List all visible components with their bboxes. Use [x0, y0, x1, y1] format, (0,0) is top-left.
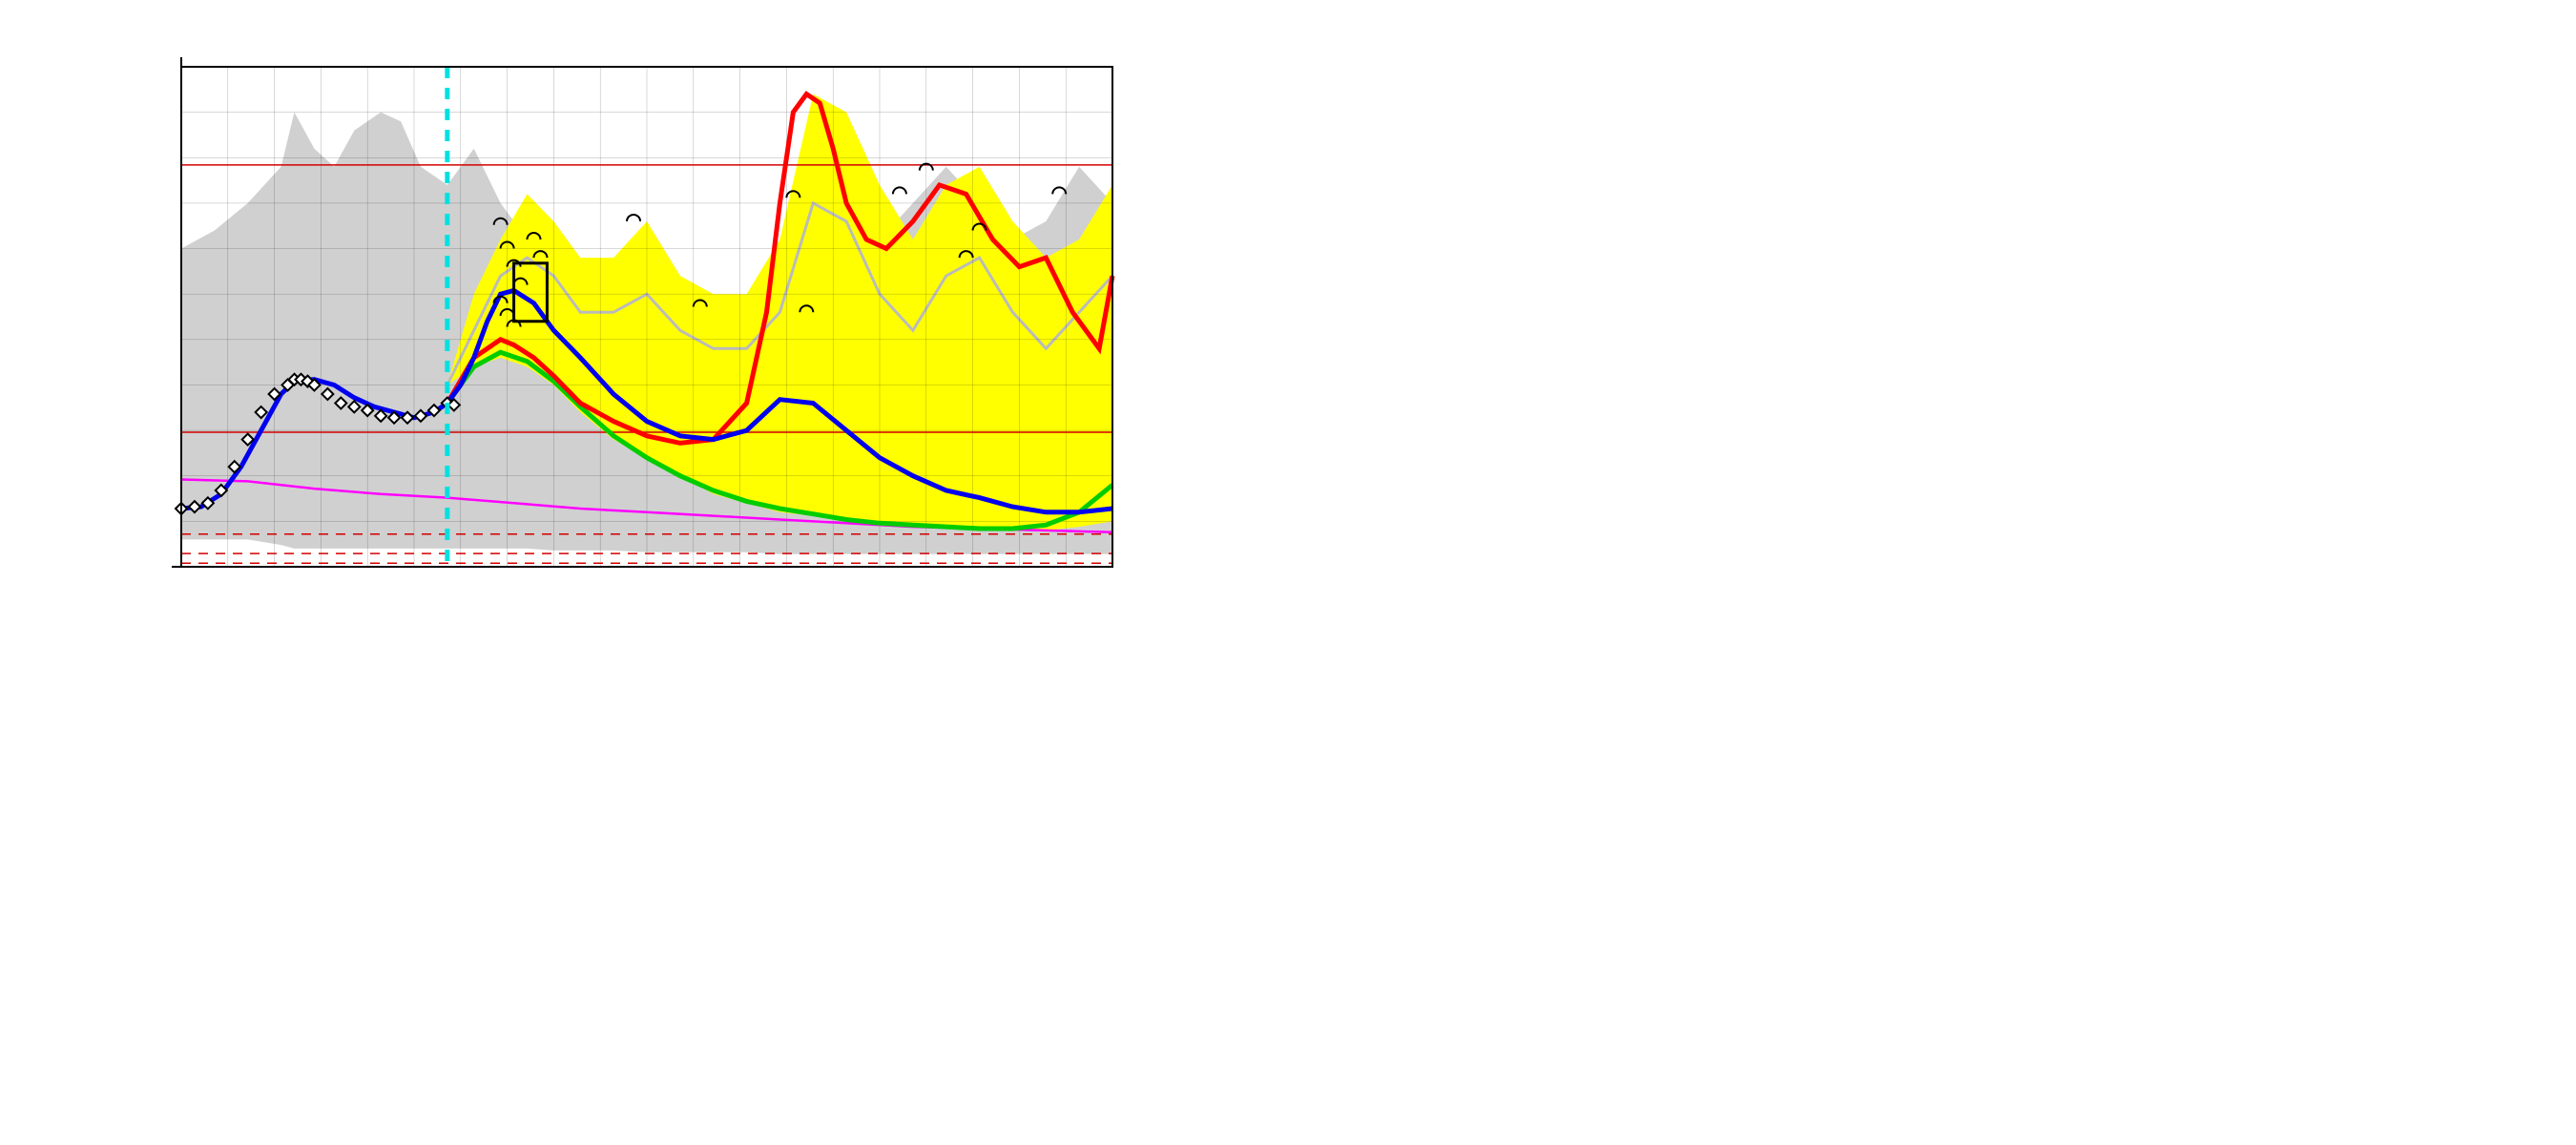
- discharge-forecast-chart: [0, 0, 1288, 572]
